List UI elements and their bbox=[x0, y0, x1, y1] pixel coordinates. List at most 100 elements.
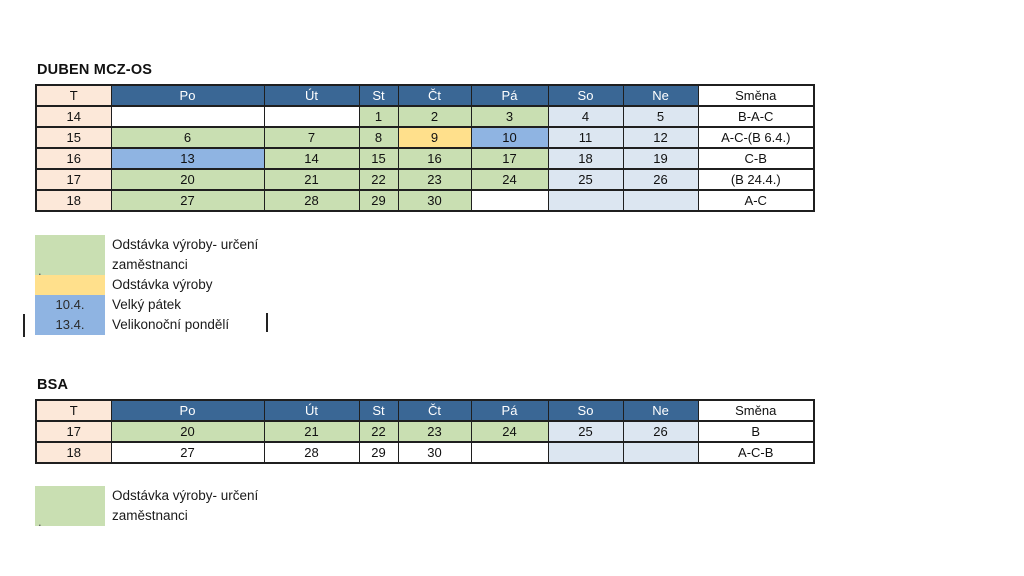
day-cell: 30 bbox=[397, 441, 472, 464]
week-row: 16 13 14 15 16 17 18 19 C-B bbox=[35, 147, 815, 170]
day-cell: 23 bbox=[397, 168, 472, 191]
legend-item: Odstávka výroby bbox=[35, 275, 455, 295]
column-header-st: St bbox=[358, 399, 399, 422]
day-cell: 8 bbox=[358, 126, 399, 149]
legend-swatch-holiday_blue: 10.4. bbox=[35, 295, 105, 315]
column-header-so: So bbox=[547, 399, 624, 422]
day-cell: 21 bbox=[263, 420, 360, 443]
column-header-smena: Směna bbox=[697, 399, 815, 422]
bsa-section: BSA T Po Út St Čt Pá So Ne Směna 17 20 21 22 23 24 25 26… bbox=[35, 377, 815, 464]
day-cell: 20 bbox=[110, 420, 265, 443]
day-cell: 21 bbox=[263, 168, 360, 191]
column-header-ct: Čt bbox=[397, 399, 472, 422]
day-cell: 9 bbox=[397, 126, 472, 149]
legend-swatch-date: 13.4. bbox=[55, 317, 85, 332]
day-cell: 5 bbox=[622, 105, 699, 128]
column-header-ut: Út bbox=[263, 399, 360, 422]
day-cell: 13 bbox=[110, 147, 265, 170]
day-cell: 24 bbox=[470, 420, 549, 443]
week-number-cell: 18 bbox=[35, 189, 112, 212]
day-cell bbox=[622, 189, 699, 212]
day-cell: 6 bbox=[110, 126, 265, 149]
week-row: 18 27 28 29 30 A-C-B bbox=[35, 441, 815, 464]
week-row: 14 1 2 3 4 5 B-A-C bbox=[35, 105, 815, 128]
day-cell: 30 bbox=[397, 189, 472, 212]
column-header-st: St bbox=[358, 84, 399, 107]
day-cell: 27 bbox=[110, 189, 265, 212]
legend-bsa: . Odstávka výroby- určení zaměstnanci bbox=[35, 486, 455, 529]
day-cell: 1 bbox=[358, 105, 399, 128]
column-header-ut: Út bbox=[263, 84, 360, 107]
day-cell bbox=[622, 441, 699, 464]
day-cell: 23 bbox=[397, 420, 472, 443]
week-row: 17 20 21 22 23 24 25 26 (B 24.4.) bbox=[35, 168, 815, 191]
day-cell: 26 bbox=[622, 420, 699, 443]
table-title-duben-mcz-os: DUBEN MCZ-OS bbox=[37, 62, 153, 78]
legend-swatch-green: . bbox=[35, 486, 105, 529]
week-number-cell: 17 bbox=[35, 168, 112, 191]
day-cell: 25 bbox=[547, 420, 624, 443]
week-number-cell: 15 bbox=[35, 126, 112, 149]
day-cell bbox=[470, 189, 549, 212]
day-cell bbox=[263, 105, 360, 128]
shift-cell: C-B bbox=[697, 147, 815, 170]
column-header-ne: Ne bbox=[622, 399, 699, 422]
header-row: T Po Út St Čt Pá So Ne Směna bbox=[35, 84, 815, 107]
day-cell: 24 bbox=[470, 168, 549, 191]
duben-mcz-os-section: DUBEN MCZ-OS T Po Út St Čt Pá So Ne Směna 14 1 2 3 4 5… bbox=[35, 62, 815, 212]
shift-cell: A-C-(B 6.4.) bbox=[697, 126, 815, 149]
duben-mcz-os-calendar-table: T Po Út St Čt Pá So Ne Směna 14 1 2 3 4 5 B-A-C 15 6 7 8 9 10… bbox=[35, 84, 815, 212]
legend-item: . Odstávka výroby- určení zaměstnanci bbox=[35, 486, 455, 529]
day-cell: 17 bbox=[470, 147, 549, 170]
column-header-po: Po bbox=[110, 399, 265, 422]
day-cell bbox=[110, 105, 265, 128]
day-cell: 11 bbox=[547, 126, 624, 149]
column-header-so: So bbox=[547, 84, 624, 107]
legend-label: Velikonoční pondělí bbox=[112, 317, 230, 332]
week-number-cell: 17 bbox=[35, 420, 112, 443]
shift-cell: B-A-C bbox=[697, 105, 815, 128]
legend-label: Odstávka výroby bbox=[112, 277, 213, 292]
day-cell: 25 bbox=[547, 168, 624, 191]
week-row: 15 6 7 8 9 10 11 12 A-C-(B 6.4.) bbox=[35, 126, 815, 149]
week-number-cell: 14 bbox=[35, 105, 112, 128]
legend-item: 10.4. Velký pátek bbox=[35, 295, 455, 315]
table-title-bsa: BSA bbox=[37, 377, 69, 393]
day-cell: 15 bbox=[358, 147, 399, 170]
column-header-pa: Pá bbox=[470, 399, 549, 422]
day-cell: 20 bbox=[110, 168, 265, 191]
column-header-ct: Čt bbox=[397, 84, 472, 107]
legend-swatch-yellow bbox=[35, 275, 105, 295]
column-header-ne: Ne bbox=[622, 84, 699, 107]
legend-swatch-date: 10.4. bbox=[55, 297, 85, 312]
legend-label: Odstávka výroby- určení zaměstnanci bbox=[112, 237, 259, 272]
day-cell: 19 bbox=[622, 147, 699, 170]
text-cursor-bar-left bbox=[23, 314, 25, 337]
day-cell: 28 bbox=[263, 189, 360, 212]
legend-item: . Odstávka výroby- určení zaměstnanci bbox=[35, 235, 455, 278]
column-header-week: T bbox=[35, 84, 112, 107]
day-cell bbox=[547, 441, 624, 464]
shift-cell: B bbox=[697, 420, 815, 443]
column-header-po: Po bbox=[110, 84, 265, 107]
day-cell: 2 bbox=[397, 105, 472, 128]
day-cell: 12 bbox=[622, 126, 699, 149]
column-header-pa: Pá bbox=[470, 84, 549, 107]
day-cell bbox=[470, 441, 549, 464]
day-cell: 29 bbox=[358, 189, 399, 212]
column-header-week: T bbox=[35, 399, 112, 422]
day-cell: 22 bbox=[358, 420, 399, 443]
day-cell: 26 bbox=[622, 168, 699, 191]
day-cell: 7 bbox=[263, 126, 360, 149]
legend-duben: . Odstávka výroby- určení zaměstnanci Odstá… bbox=[35, 235, 455, 335]
legend-swatch-dot: . bbox=[38, 263, 42, 278]
legend-swatch-dot: . bbox=[38, 514, 42, 529]
text-cursor-bar-right bbox=[266, 313, 268, 332]
day-cell: 3 bbox=[470, 105, 549, 128]
week-row: 18 27 28 29 30 A-C bbox=[35, 189, 815, 212]
week-number-cell: 18 bbox=[35, 441, 112, 464]
legend-label: Velký pátek bbox=[112, 297, 182, 312]
column-header-smena: Směna bbox=[697, 84, 815, 107]
day-cell: 29 bbox=[358, 441, 399, 464]
day-cell: 28 bbox=[263, 441, 360, 464]
